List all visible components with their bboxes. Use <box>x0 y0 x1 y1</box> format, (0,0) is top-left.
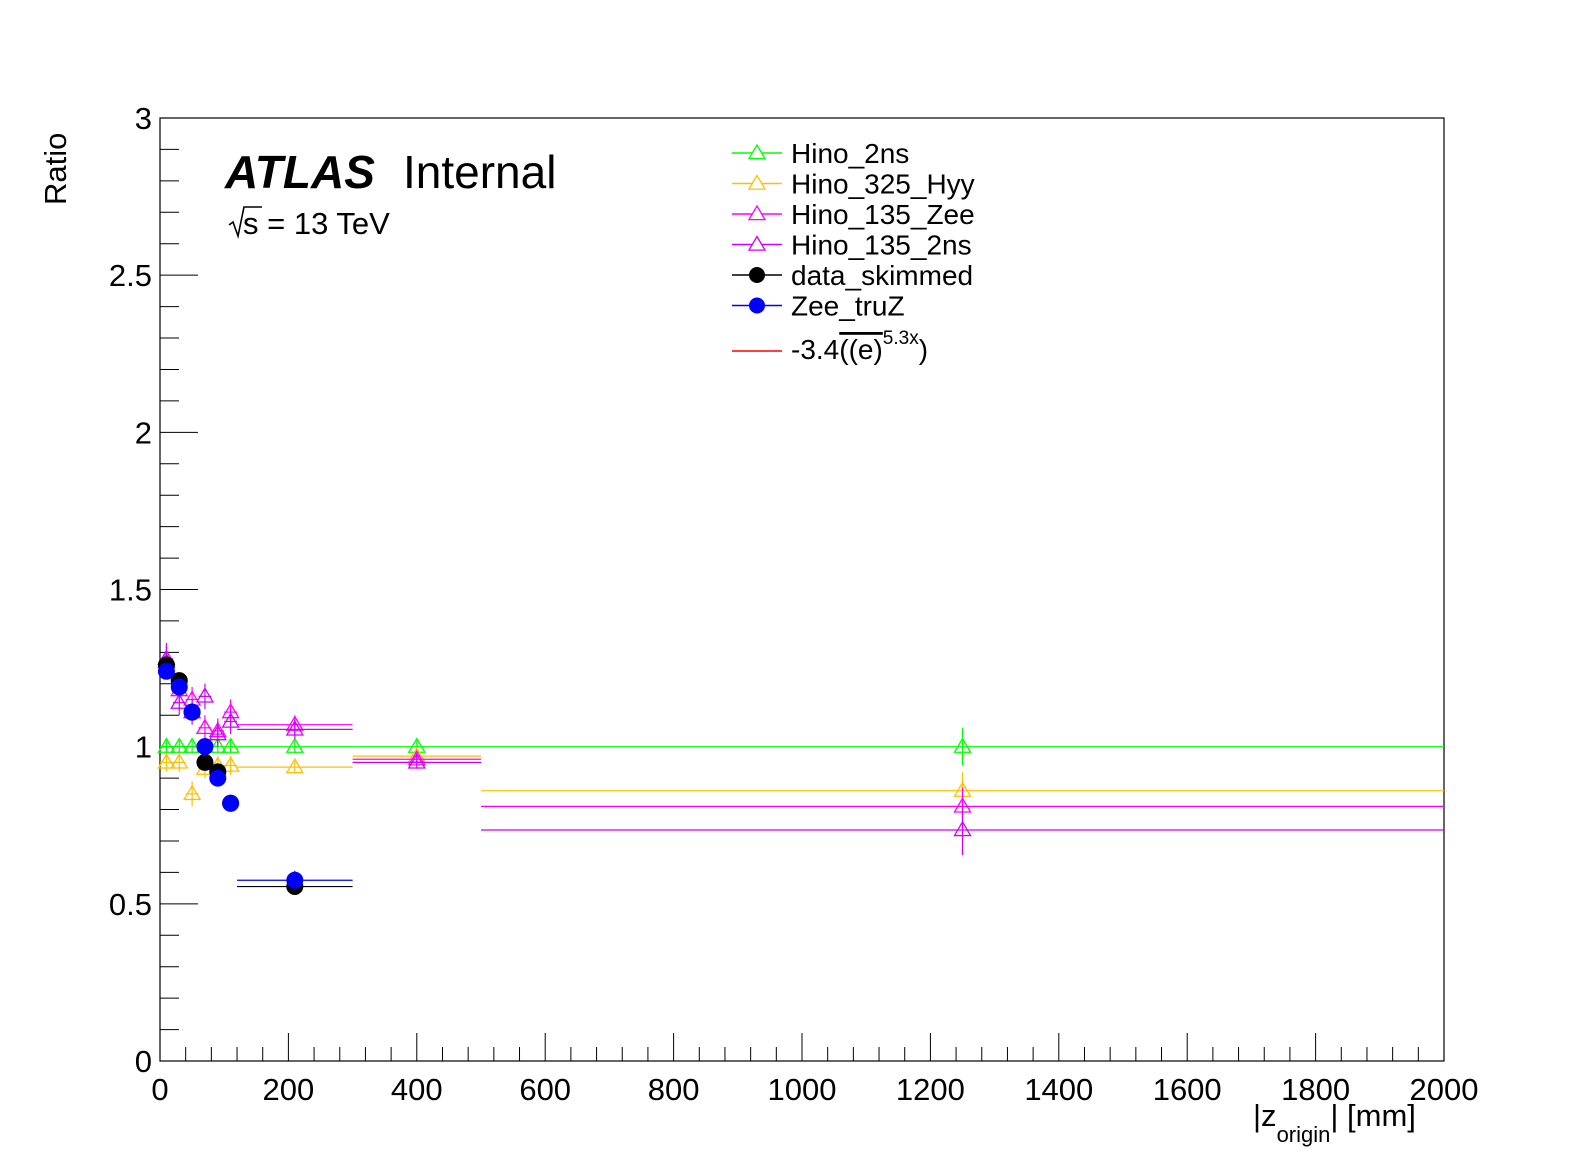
legend-marker <box>747 235 767 251</box>
data-point <box>170 693 189 709</box>
data-point <box>208 724 227 741</box>
legend-entry: Hino_135_Zee <box>732 199 975 230</box>
legend-entry: Hino_135_2ns <box>732 230 972 261</box>
data-point <box>285 737 304 753</box>
data-point <box>222 794 240 812</box>
legend-label: Hino_325_Hyy <box>791 169 975 200</box>
data-point <box>157 737 176 753</box>
svg-text:s = 13 TeV: s = 13 TeV <box>243 206 390 241</box>
data-point <box>953 737 972 753</box>
x-axis-title: |zorigin| [mm] <box>1253 1098 1416 1147</box>
x-axis-title-subscript: origin <box>1277 1122 1331 1147</box>
data-point <box>195 718 215 735</box>
data-point <box>407 753 426 769</box>
legend-entry: Zee_truZ <box>732 291 905 322</box>
y-tick-label: 3 <box>135 101 152 136</box>
data-point <box>953 820 972 837</box>
legend-label: Hino_135_2ns <box>791 230 972 261</box>
x-axis-title-unit: | [mm] <box>1330 1098 1416 1133</box>
series-layer <box>157 642 1444 896</box>
series-hino-135-zee <box>157 646 1444 826</box>
legend-entry-fit: -3.4((e)5.3x) <box>732 328 928 365</box>
energy-label: s = 13 TeV <box>228 206 390 241</box>
legend-marker <box>747 174 767 190</box>
data-point <box>182 737 202 753</box>
data-point <box>221 756 240 772</box>
x-tick-label: 1600 <box>1153 1072 1222 1107</box>
y-axis-title: Ratio <box>38 133 73 205</box>
x-tick-label: 2000 <box>1410 1072 1479 1107</box>
data-point <box>286 871 304 889</box>
data-point <box>157 753 176 769</box>
data-point <box>285 720 304 736</box>
axis-ticks <box>159 117 1445 1062</box>
legend-label: Hino_2ns <box>791 138 909 169</box>
x-tick-label: 800 <box>648 1072 700 1107</box>
y-tick-label: 1.5 <box>109 573 152 608</box>
legend-marker <box>749 267 765 283</box>
series-data-skimmed <box>157 656 353 896</box>
series-hino-325-hyy <box>157 746 1444 810</box>
legend-label: data_skimmed <box>791 260 973 291</box>
sqrt-sign-icon <box>228 206 262 239</box>
legend-marker <box>747 204 767 221</box>
data-point <box>170 753 189 769</box>
y-tick-label: 0 <box>135 1044 152 1079</box>
data-point <box>182 784 202 801</box>
data-point <box>221 712 240 728</box>
series-hino-2ns <box>157 727 1444 766</box>
data-point <box>195 687 215 703</box>
data-point <box>157 662 175 680</box>
data-point <box>170 737 189 753</box>
legend-label: Zee_truZ <box>791 291 905 322</box>
x-tick-label: 1000 <box>768 1072 837 1107</box>
legend-label: -3.4((e)5.3x) <box>791 328 928 365</box>
legend-entry: Hino_2ns <box>732 138 909 169</box>
x-tick-label: 1800 <box>1281 1072 1350 1107</box>
x-tick-label: 400 <box>391 1072 443 1107</box>
legend-entry: Hino_325_Hyy <box>732 169 975 200</box>
x-tick-labels: 0 200 400 600 800 1000 1200 1400 1600 1800 2000 <box>151 1072 1478 1107</box>
x-tick-label: 600 <box>519 1072 571 1107</box>
legend: Hino_2nsHino_325_HyyHino_135_ZeeHino_135… <box>732 138 975 365</box>
data-point <box>209 769 227 787</box>
y-tick-label: 2.5 <box>109 258 152 293</box>
legend-entry: data_skimmed <box>732 260 973 291</box>
legend-marker <box>747 143 767 160</box>
data-point <box>208 737 227 753</box>
y-tick-labels: 0 0.5 1 1.5 2 2.5 3 <box>109 101 152 1079</box>
x-tick-label: 200 <box>263 1072 315 1107</box>
x-tick-label: 0 <box>151 1072 168 1107</box>
data-point <box>196 738 214 756</box>
data-point <box>183 703 201 721</box>
x-tick-label: 1400 <box>1024 1072 1093 1107</box>
y-tick-label: 1 <box>135 730 152 765</box>
x-tick-label: 1200 <box>896 1072 965 1107</box>
data-point <box>170 678 188 696</box>
series-hino-135-2ns <box>157 642 1444 856</box>
y-tick-label: 0.5 <box>109 887 152 922</box>
data-point <box>285 757 304 774</box>
legend-marker <box>749 297 765 314</box>
y-tick-label: 2 <box>135 415 152 450</box>
atlas-status: Internal <box>403 146 556 198</box>
legend-label: Hino_135_Zee <box>791 199 975 230</box>
data-point <box>221 737 240 753</box>
atlas-label: ATLAS <box>224 146 375 198</box>
series-zee-truz <box>157 662 353 890</box>
